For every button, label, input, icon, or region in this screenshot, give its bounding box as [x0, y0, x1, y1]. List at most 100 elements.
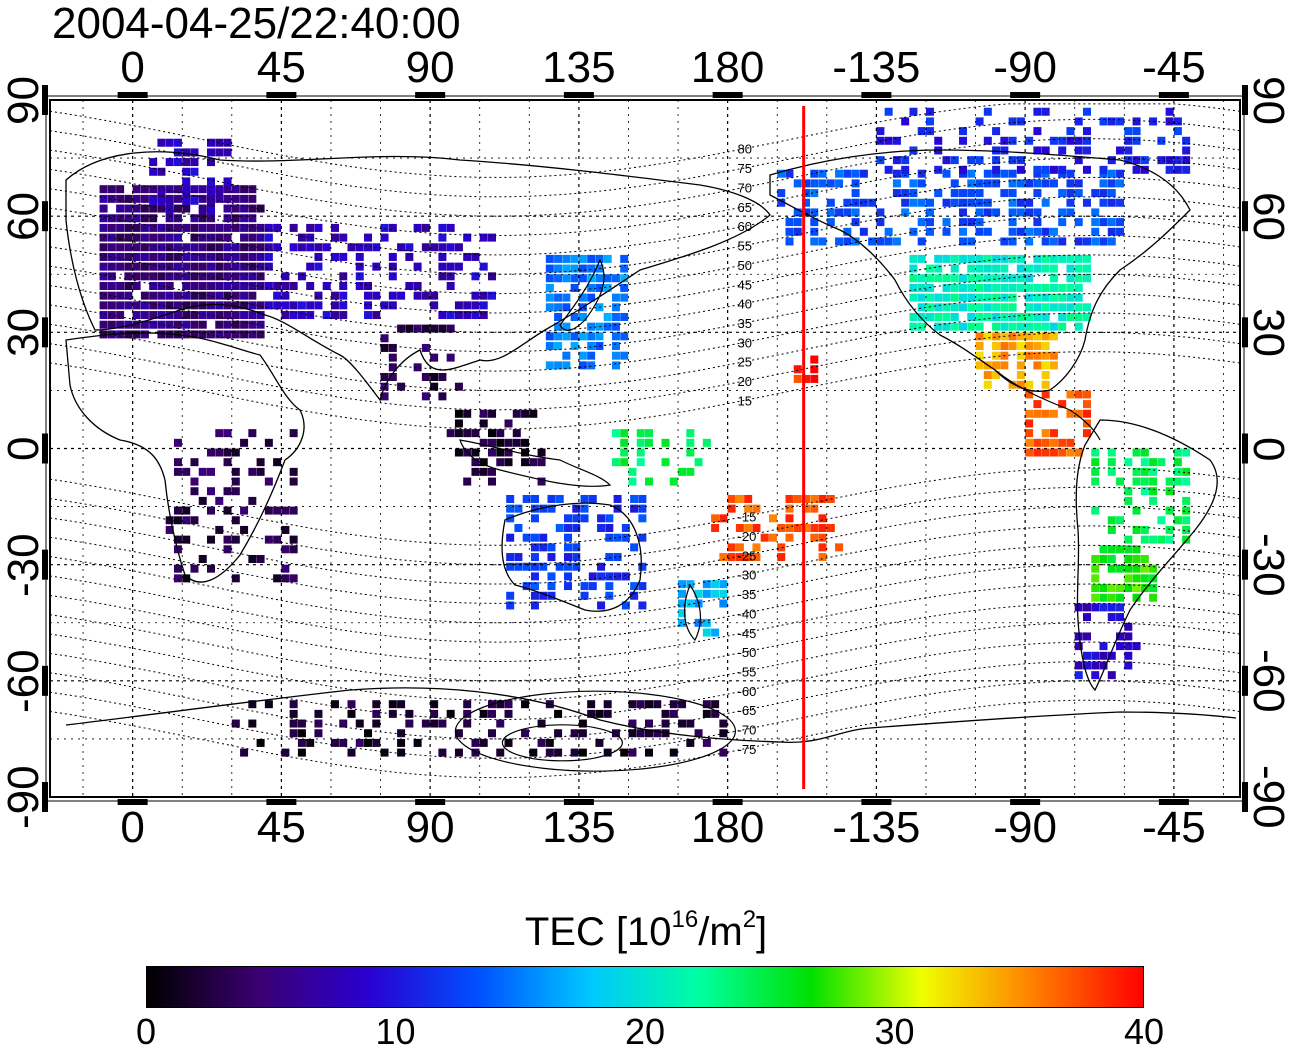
tec-cell [1082, 264, 1091, 273]
tec-cell [1082, 237, 1091, 246]
tec-cell [1033, 448, 1042, 457]
tec-cell [983, 371, 992, 380]
tec-cell [826, 179, 835, 188]
tec-cell [719, 599, 728, 608]
tec-cell [587, 322, 596, 331]
tec-cell [975, 322, 984, 331]
tec-cell [1008, 227, 1017, 236]
tec-cell [611, 293, 620, 302]
tec-cell [190, 516, 199, 525]
coastline-indonesia [459, 439, 612, 487]
tec-cell [421, 243, 430, 252]
tec-cell [1016, 322, 1025, 331]
tec-cell [992, 293, 1001, 302]
tec-cell [157, 233, 166, 242]
tec-cell [1058, 448, 1067, 457]
tec-cell [818, 524, 827, 533]
tec-cell [330, 301, 339, 310]
tec-cell [207, 291, 216, 300]
tec-cell [182, 281, 191, 290]
tec-cell [570, 274, 579, 283]
tec-cell [678, 719, 687, 728]
tec-cell [223, 214, 232, 223]
tec-cell [240, 204, 249, 213]
tec-cell [388, 709, 397, 718]
lat-tick-mark [42, 665, 48, 696]
tec-cell [810, 533, 819, 542]
tec-cell [901, 198, 910, 207]
tec-cell [1082, 409, 1091, 418]
tec-cell [851, 169, 860, 178]
tec-cell [1099, 179, 1108, 188]
tec-cell [1082, 651, 1091, 660]
tec-cell [967, 169, 976, 178]
tec-cell [901, 189, 910, 198]
tec-cell [198, 330, 207, 339]
tec-cell [1099, 545, 1108, 554]
tec-cell [628, 729, 637, 738]
lat-tick-mark [1242, 665, 1248, 696]
latitude-tick-label-right: -90 [1244, 765, 1292, 829]
tec-cell [421, 719, 430, 728]
tec-cell [1025, 198, 1034, 207]
tec-cell [1041, 342, 1050, 351]
tec-cell [537, 448, 546, 457]
tec-cell [1132, 165, 1141, 174]
tec-cell [1182, 136, 1191, 145]
tec-cell [380, 372, 389, 381]
tec-cell [124, 204, 133, 213]
tec-cell [430, 709, 439, 718]
tec-cell [1074, 293, 1083, 302]
tec-cell [818, 514, 827, 523]
tec-cell [694, 458, 703, 467]
tec-cell [364, 243, 373, 252]
tec-cell [1033, 361, 1042, 370]
tec-cell [802, 189, 811, 198]
tec-cell [330, 738, 339, 747]
tec-cell [547, 543, 556, 552]
tec-cell [638, 533, 647, 542]
tec-cell [182, 291, 191, 300]
magnetic-contour-label: -40 [738, 606, 757, 621]
tec-cell [595, 738, 604, 747]
coastline-new-zealand [683, 583, 702, 642]
tec-cell [835, 237, 844, 246]
latitude-tick-label-left: 0 [0, 436, 48, 461]
tec-cell [487, 729, 496, 738]
tec-cell [572, 524, 581, 533]
tec-cell [182, 177, 191, 186]
tec-cell [388, 252, 397, 261]
tec-cell [1074, 179, 1083, 188]
tec-cell [116, 243, 125, 252]
lon-tick-mark [712, 799, 743, 805]
tec-cell [207, 177, 216, 186]
tec-cell [289, 467, 298, 476]
tec-cell [1099, 554, 1108, 563]
latitude-tick-label-right: 60 [1244, 191, 1292, 241]
tec-cell [992, 179, 1001, 188]
tec-cell [1066, 254, 1075, 263]
timestamp: 2004-04-25/22:40:00 [52, 0, 461, 48]
tec-cell [636, 700, 645, 709]
tec-cell [405, 709, 414, 718]
tec-cell [1149, 584, 1158, 593]
tec-cell [884, 107, 893, 116]
tec-cell [694, 589, 703, 598]
tec-cell [1082, 107, 1091, 116]
tec-cell [1091, 189, 1100, 198]
tec-cell [1025, 380, 1034, 389]
tec-cell [1182, 506, 1191, 515]
tec-cell [967, 264, 976, 273]
tec-cell [545, 293, 554, 302]
tec-cell [554, 322, 563, 331]
tec-cell [446, 272, 455, 281]
tec-cell [438, 311, 447, 320]
tec-cell [421, 291, 430, 300]
tec-cell [1116, 227, 1125, 236]
tec-cell [405, 243, 414, 252]
tec-cell [231, 311, 240, 320]
tec-cell [182, 330, 191, 339]
tec-cell [785, 514, 794, 523]
tec-cell [157, 281, 166, 290]
tec-cell [1033, 254, 1042, 263]
